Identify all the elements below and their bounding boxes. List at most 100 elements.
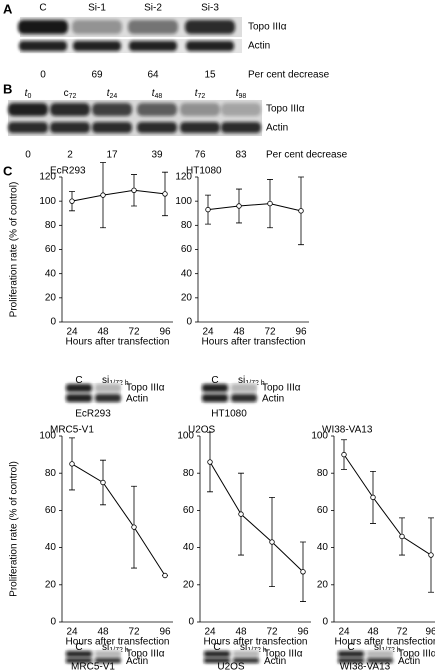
data-point — [238, 511, 244, 517]
blot-band — [18, 20, 68, 34]
data-point — [162, 191, 168, 197]
y-tick-label: 20 — [317, 579, 329, 590]
x-axis-label: Hours after transfection — [204, 637, 308, 648]
blot-band — [8, 103, 48, 116]
decrease-value: 76 — [194, 150, 206, 161]
y-tick-label: 60 — [183, 505, 195, 516]
decrease-value: 64 — [147, 70, 159, 81]
blot-band — [204, 658, 230, 663]
lane-label: c72 — [64, 88, 77, 101]
data-point — [131, 524, 137, 530]
decrease-value: 83 — [235, 150, 247, 161]
label-main: si — [240, 642, 247, 653]
label-main: t — [195, 88, 199, 99]
lane-label: Si-2 — [144, 3, 162, 14]
y-tick-label: 0 — [188, 617, 194, 628]
blot-band — [367, 658, 393, 663]
y-tick-label: 60 — [317, 505, 329, 516]
blot-band — [137, 122, 177, 133]
blot-band — [95, 394, 121, 402]
x-tick-label: 72 — [396, 627, 408, 638]
cell-line-label: U2OS — [217, 662, 245, 672]
label-main: C — [347, 642, 354, 653]
x-tick-label: 48 — [367, 627, 379, 638]
blot-band — [202, 384, 228, 392]
blot-band — [66, 651, 92, 657]
data-line — [209, 461, 304, 573]
label-main: si — [238, 375, 245, 386]
lane-label: Si-3 — [201, 3, 219, 14]
data-point — [269, 539, 275, 545]
x-axis-label: Hours after transfection — [66, 337, 170, 348]
data-point — [300, 569, 306, 575]
label-sub: 98 — [238, 93, 246, 100]
y-tick-label: 80 — [317, 468, 329, 479]
y-tick-label: 60 — [181, 244, 193, 255]
cell-line-label: WI38-VA13 — [340, 662, 391, 672]
blot-band — [231, 384, 257, 392]
label-sub: 24 — [109, 93, 117, 100]
x-tick-label: 24 — [338, 627, 350, 638]
blot-band — [233, 651, 259, 657]
x-tick-label: 96 — [159, 627, 171, 638]
y-tick-label: 100 — [175, 196, 192, 207]
y-tick-label: 0 — [50, 617, 56, 628]
blot-band — [95, 658, 121, 663]
data-point — [428, 552, 434, 558]
band-label: Topo IIIα — [398, 649, 435, 660]
data-point — [267, 200, 273, 207]
data-point — [205, 206, 211, 213]
y-tick-label: 120 — [39, 172, 56, 183]
blot-band — [137, 103, 177, 116]
blot-band — [50, 122, 90, 133]
blot-band — [95, 384, 121, 392]
decrease-value: 17 — [106, 150, 118, 161]
x-tick-label: 72 — [128, 327, 140, 338]
y-tick-label: 20 — [181, 292, 193, 303]
x-tick-label: 72 — [264, 327, 276, 338]
lane-label: C — [75, 642, 82, 653]
y-tick-label: 80 — [45, 468, 57, 479]
x-tick-label: 96 — [297, 627, 309, 638]
y-tick-label: 60 — [45, 505, 57, 516]
band-label: Actin — [266, 123, 288, 134]
lane-label: t24 — [107, 88, 118, 101]
y-tick-label: 80 — [183, 468, 195, 479]
data-point — [131, 187, 137, 193]
y-axis-label: Proliferation rate (% of control) — [9, 461, 20, 597]
blot-band — [233, 658, 259, 663]
y-tick-label: 120 — [175, 172, 192, 183]
lane-label: C — [213, 642, 220, 653]
decrease-value: 2 — [67, 150, 73, 161]
data-line — [343, 454, 432, 556]
x-tick-label: 24 — [202, 327, 214, 338]
chart-title: WI38-VA13 — [322, 425, 373, 436]
x-tick-label: 48 — [233, 327, 245, 338]
y-tick-label: 100 — [39, 196, 56, 207]
label-main: c — [64, 88, 69, 99]
lane-label: C — [347, 642, 354, 653]
blot-band — [338, 658, 364, 663]
band-label: Actin — [264, 656, 286, 667]
label-sub: 72 — [197, 93, 205, 100]
y-tick-label: 100 — [39, 431, 56, 442]
x-tick-label: 24 — [66, 327, 78, 338]
blot-band — [129, 41, 177, 51]
data-line — [207, 203, 302, 212]
lane-label: Si-1 — [88, 3, 106, 14]
blot-band — [8, 122, 48, 133]
chart-title: U2OS — [188, 425, 216, 436]
x-tick-label: 96 — [295, 327, 307, 338]
y-tick-label: 40 — [183, 542, 195, 553]
y-tick-label: 40 — [45, 542, 57, 553]
label-sub: 48 — [154, 93, 162, 100]
label-main: C — [75, 375, 82, 386]
band-label: Actin — [262, 394, 284, 405]
data-point — [100, 479, 106, 486]
x-tick-label: 96 — [425, 627, 435, 638]
lane-label: C — [75, 375, 82, 386]
data-point — [236, 203, 242, 209]
lane-label: C — [211, 375, 218, 386]
blot-band — [50, 103, 90, 116]
